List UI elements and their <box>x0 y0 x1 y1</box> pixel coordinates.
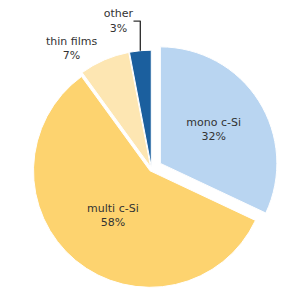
svg-text:other3%: other3% <box>104 7 134 34</box>
svg-text:mono c-Si32%: mono c-Si32% <box>186 116 241 143</box>
svg-text:thin films7%: thin films7% <box>46 35 98 62</box>
svg-text:multi c-Si58%: multi c-Si58% <box>87 202 139 229</box>
